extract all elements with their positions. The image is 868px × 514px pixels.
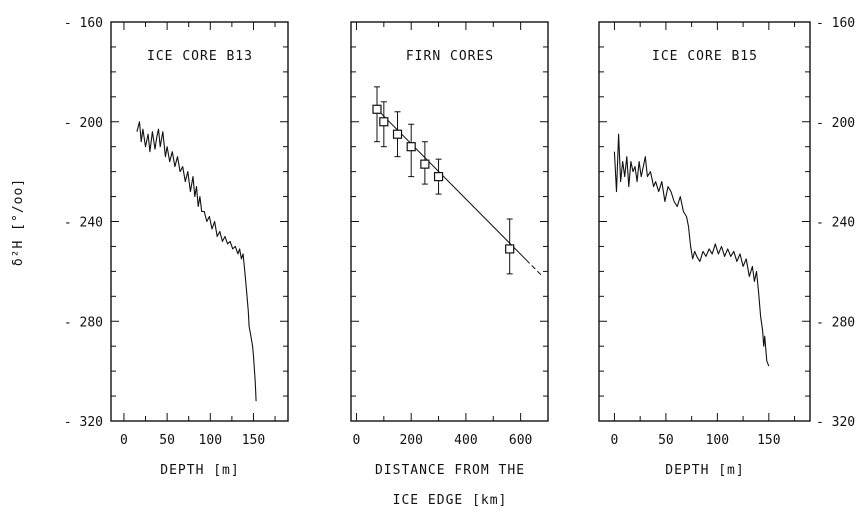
- panel-b15-frame: [598, 21, 811, 422]
- x-axis-label-firn-line2: ICE EDGE [km]: [393, 493, 508, 508]
- data-point-square: [392, 129, 403, 139]
- panel-firn-title: FIRN CORES: [406, 49, 494, 64]
- xtick-label-b13: 150: [242, 433, 265, 448]
- series-line-b15: [613, 133, 770, 367]
- data-point-square: [505, 244, 515, 254]
- xtick-label-b15: 0: [611, 433, 619, 448]
- ytick-label-left: - 160: [64, 16, 103, 31]
- axis-ticks: [111, 21, 810, 422]
- data-point-square: [433, 172, 444, 182]
- data-point-square: [420, 159, 430, 169]
- ytick-label-left: - 200: [64, 116, 103, 131]
- xtick-label-firn: 600: [509, 433, 532, 448]
- ytick-label-right: - 320: [816, 415, 855, 430]
- panel-b13-title: ICE CORE B13: [147, 49, 253, 64]
- xtick-label-firn: 400: [454, 433, 477, 448]
- ytick-label-left: - 280: [64, 315, 103, 330]
- xtick-label-b15: 50: [658, 433, 674, 448]
- tick-labels: 0 50 100 150 - 320 - 280 - 240 - 200 - 160 0 200 40…: [64, 16, 855, 448]
- ytick-label-right: - 240: [816, 216, 855, 231]
- panel-b13-frame: [110, 21, 289, 422]
- chart-marks: [136, 86, 770, 402]
- y-axis-label: δ²H [°/oo]: [11, 178, 26, 266]
- xtick-label-firn: 0: [353, 433, 361, 448]
- x-axis-label-firn-line1: DISTANCE FROM THE: [375, 463, 525, 478]
- data-point-square: [406, 142, 416, 152]
- data-point-square: [372, 104, 382, 114]
- ytick-label-right: - 280: [816, 315, 855, 330]
- ytick-label-left: - 320: [64, 415, 103, 430]
- fit-line-extrapolated: [525, 259, 543, 277]
- xtick-label-b13: 50: [159, 433, 175, 448]
- panel-firn-frame: [350, 21, 549, 422]
- x-axis-label-b15: DEPTH [m]: [665, 463, 744, 478]
- ytick-label-right: - 200: [816, 116, 855, 131]
- xtick-label-b13: 0: [120, 433, 128, 448]
- x-axis-label-firn: DISTANCE FROM THE ICE EDGE [km]: [375, 463, 525, 508]
- series-line-b13: [136, 121, 257, 402]
- panel-b15-title: ICE CORE B15: [652, 49, 758, 64]
- x-axis-label-b13: DEPTH [m]: [160, 463, 239, 478]
- xtick-label-b15: 150: [757, 433, 780, 448]
- ytick-label-left: - 240: [64, 216, 103, 231]
- ytick-label-right: - 160: [816, 16, 855, 31]
- data-point-square: [379, 117, 389, 127]
- xtick-label-firn: 200: [399, 433, 422, 448]
- xtick-label-b13: 100: [199, 433, 222, 448]
- xtick-label-b15: 100: [706, 433, 729, 448]
